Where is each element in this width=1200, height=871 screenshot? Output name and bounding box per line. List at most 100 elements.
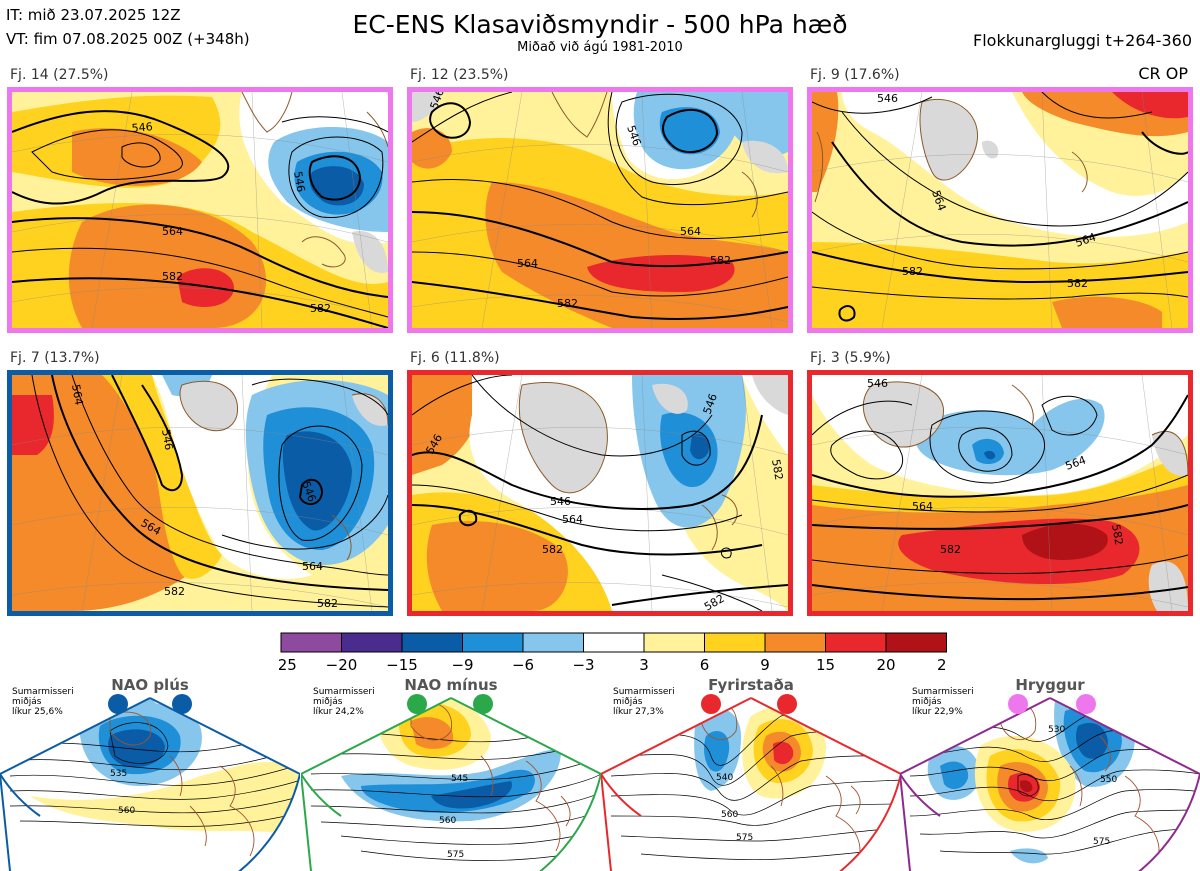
graticule-line: [812, 426, 1188, 456]
regime-panel-nao-plus: 535 560 NAO plús Sumarmisseri miðjás lík…: [0, 676, 300, 871]
contour-line: [610, 755, 901, 801]
contour-label: 540: [716, 773, 733, 783]
regime-note: Sumarmisseri miðjás líkur 22,9%: [912, 687, 1002, 717]
cluster-map-14-plot: 546 546 564 582 582: [12, 92, 388, 328]
contour-label: 582: [310, 302, 331, 315]
contour-line: [9, 795, 300, 814]
contour-line: [909, 789, 1200, 821]
height-contours: [812, 92, 1188, 322]
graticule-line: [881, 92, 923, 328]
colorbar-tick-label: 20: [876, 656, 895, 674]
colorbar-tick-label: −20: [326, 656, 358, 674]
colorbar-bin: [764, 632, 826, 653]
anomaly-blue: [659, 107, 720, 155]
contour-line: [610, 803, 901, 826]
height-contours: [31, 375, 388, 608]
anomaly-white: [152, 375, 312, 579]
coastline: [919, 98, 978, 181]
colorbar-tick-label: 3: [639, 656, 649, 674]
colorbar-bin: [583, 632, 645, 653]
cluster-label: Fj. 14 (27.5%): [10, 67, 109, 83]
graticule-line: [81, 375, 123, 611]
contour-line: [221, 494, 388, 550]
contour-line: [812, 504, 1188, 530]
contour-line: [12, 277, 388, 328]
contour-line: [812, 96, 933, 114]
coastline: [169, 755, 183, 797]
coastline: [1099, 735, 1111, 772]
graticule-line: [412, 294, 788, 323]
graticule-line: [251, 92, 263, 328]
colorbar-tick-label: −3: [572, 656, 594, 674]
contour-line: [412, 281, 788, 320]
contour-line: [661, 108, 719, 154]
regime-likelihood: líkur 22,9%: [912, 707, 963, 717]
contour-label: 535: [110, 769, 127, 779]
anomaly-orange: [1052, 296, 1162, 328]
contour-line: [429, 102, 472, 139]
anomaly-darkred: [1020, 780, 1033, 793]
cluster-map-6-plot: 546 546 546 564 582 582 582: [412, 375, 788, 611]
land-patch: [352, 393, 388, 426]
contour-line: [607, 92, 788, 206]
regime-code: CR OP: [1138, 64, 1188, 83]
coastlines: [179, 380, 388, 561]
contour-label: 564: [69, 383, 85, 406]
colorbar-bin: [522, 632, 584, 653]
contour-line: [12, 217, 388, 298]
contour-line: [412, 211, 788, 268]
coastline: [518, 382, 608, 494]
contour-label: 582: [557, 297, 578, 310]
coastline: [179, 380, 238, 432]
graticule-line: [1041, 92, 1053, 328]
graticule-line: [12, 213, 388, 243]
contour-line: [812, 474, 1188, 513]
colorbar-bin: [462, 632, 524, 653]
contour-label: 564: [162, 225, 183, 238]
contour-label: 582: [940, 543, 961, 556]
cluster-map-7: 564 546 546 564 564 582 582: [7, 370, 393, 616]
contour-line: [71, 375, 388, 576]
contour-line: [9, 763, 300, 786]
coastline: [701, 504, 718, 551]
fan-frame: [601, 697, 901, 871]
regime-panel-nao-minus: 545 560 575 NAO mínus Sumarmisseri miðjá…: [301, 676, 601, 871]
cluster-label: Fj. 7 (13.7%): [10, 350, 100, 366]
contour-label: 546: [550, 495, 571, 508]
contour-line: [412, 178, 788, 240]
coastline: [331, 514, 352, 561]
init-time: IT: mið 23.07.2025 12Z: [6, 6, 181, 24]
contour-label: 546: [877, 92, 898, 105]
contour-label: 582: [317, 597, 338, 610]
contour-label: 545: [451, 774, 468, 784]
anomaly-lightblue: [732, 92, 788, 156]
fan-frame: [0, 697, 300, 871]
colorbar-tick-label: −25: [279, 656, 297, 674]
regime-note: Sumarmisseri miðjás líkur 27,3%: [613, 687, 703, 717]
contour-line: [909, 769, 1200, 802]
coastline: [551, 92, 608, 138]
anomaly-blue: [704, 731, 730, 772]
land-patch: [863, 381, 944, 448]
colorbar-tick-label: −15: [386, 656, 418, 674]
cluster-map-12: 546 546 564 564 582 582: [407, 87, 793, 333]
coastline: [862, 381, 945, 448]
coastline: [1071, 151, 1088, 193]
coastline: [1151, 430, 1188, 476]
coastline: [1011, 384, 1034, 426]
contour-line: [458, 509, 478, 527]
anomaly-red: [1112, 92, 1188, 119]
contour-label: 564: [912, 500, 933, 513]
graticule-line: [741, 375, 773, 611]
anomaly-red: [773, 741, 794, 765]
anomaly-orange: [812, 92, 839, 192]
contour-line: [838, 305, 856, 322]
valid-time: VT: fim 07.08.2025 00Z (+348h): [6, 30, 250, 48]
contour-line: [812, 400, 913, 436]
graticule-line: [481, 92, 523, 328]
contour-line: [471, 375, 713, 457]
contour-line: [31, 375, 388, 608]
anomaly-field: [812, 92, 1188, 328]
anomaly-lightblue: [915, 398, 1105, 476]
anomaly-red: [12, 395, 54, 455]
